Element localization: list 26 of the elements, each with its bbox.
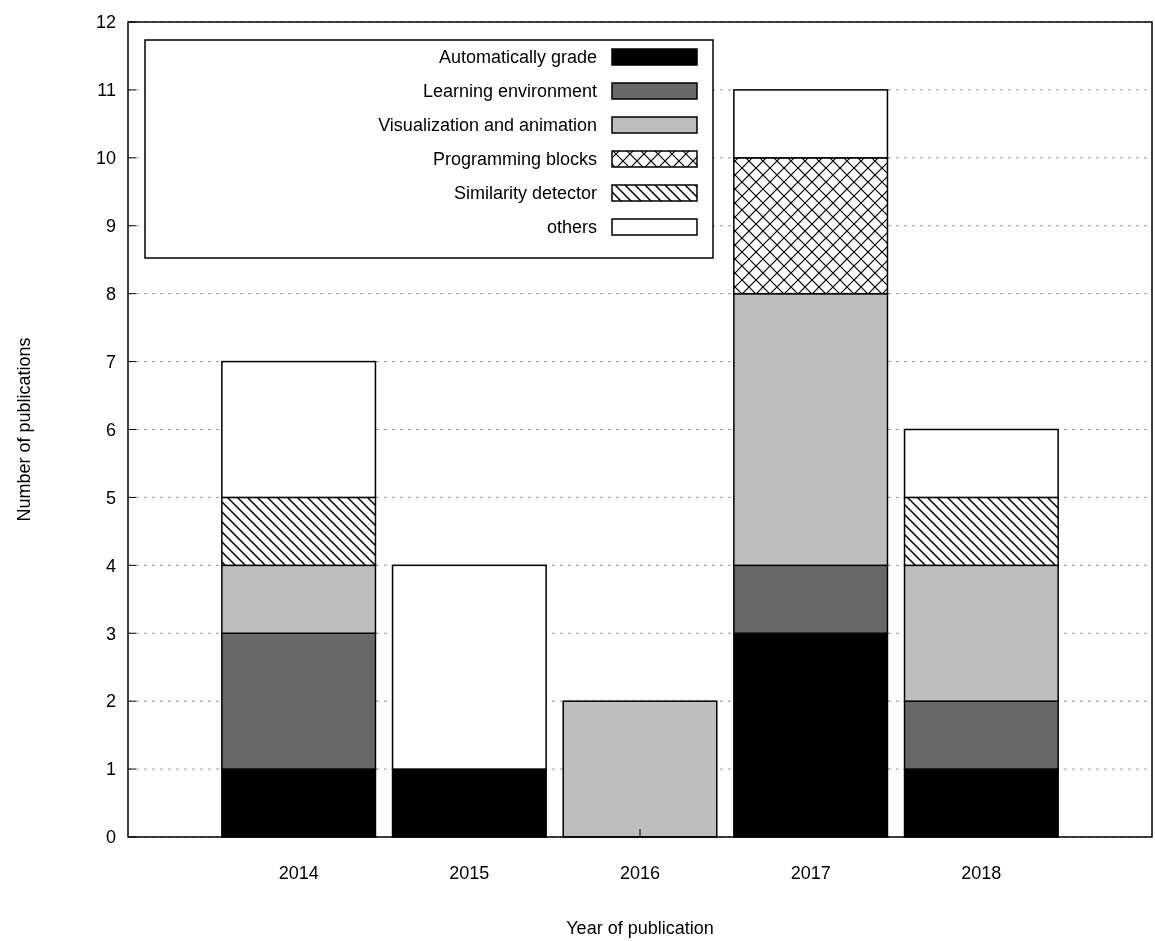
x-tick-label: 2016	[619, 863, 661, 883]
legend-label: Learning environment	[422, 81, 597, 102]
y-tick-label: 7	[105, 351, 116, 372]
y-tick-label: 11	[97, 80, 116, 101]
y-tick-label: 8	[105, 283, 116, 304]
y-tick-label: 4	[105, 555, 116, 576]
x-tick-label: 2014	[278, 863, 319, 883]
y-tick-label: 3	[105, 623, 116, 644]
y-axis-title: Number of publications	[14, 337, 34, 522]
y-tick-label: 9	[105, 216, 116, 237]
x-tick-label: 2017	[790, 863, 831, 883]
y-tick-label: 2	[105, 691, 116, 712]
x-tick-label: 2018	[961, 863, 1002, 883]
x-axis-title: Year of publication	[566, 918, 714, 938]
y-tick-label: 1	[105, 759, 116, 780]
x-tick-label: 2015	[449, 863, 490, 883]
y-tick-label: 0	[105, 827, 116, 848]
legend-label: others	[546, 217, 597, 238]
legend-label: Similarity detector	[453, 183, 597, 204]
y-tick-label: 10	[95, 148, 116, 169]
legend-label: Visualization and animation	[378, 115, 597, 136]
y-tick-label: 5	[105, 487, 116, 508]
y-tick-label: 12	[95, 12, 116, 33]
legend-label: Automatically grade	[438, 47, 597, 68]
y-tick-label: 6	[105, 419, 116, 440]
legend-label: Programming blocks	[432, 149, 597, 170]
